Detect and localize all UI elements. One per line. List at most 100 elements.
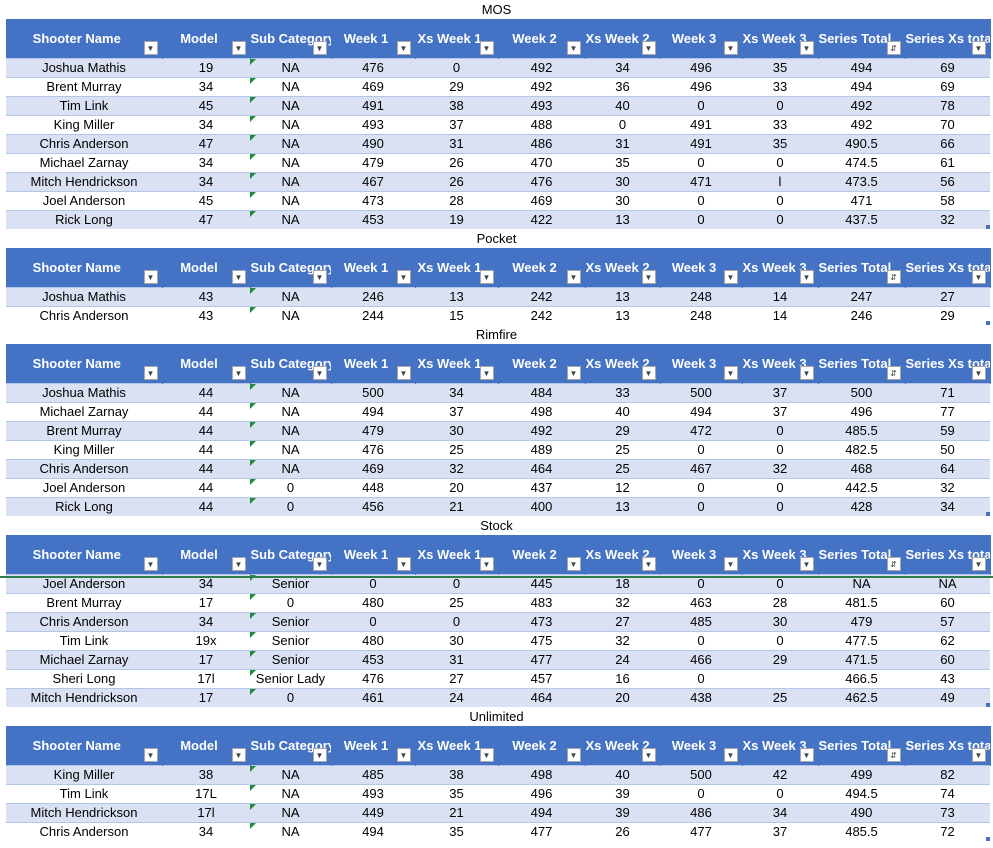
cell-xs-week-1[interactable]: 21 — [415, 803, 498, 823]
cell-series-xs-total[interactable]: 77 — [905, 402, 990, 422]
cell-week-3[interactable]: 500 — [660, 765, 742, 785]
cell-week-1[interactable]: 493 — [331, 784, 415, 804]
filter-dropdown-button[interactable]: ▼ — [566, 41, 581, 55]
cell-week-1[interactable]: 491 — [331, 96, 415, 116]
cell-xs-week-1[interactable]: 0 — [415, 612, 498, 632]
cell-series-xs-total[interactable]: 27 — [905, 287, 990, 307]
column-header-shooter-name[interactable]: Shooter Name ▼ — [6, 248, 163, 288]
filter-dropdown-button[interactable]: ▼ — [723, 557, 738, 571]
column-header-xs-week-3[interactable]: Xs Week 3 ▼ — [742, 344, 819, 384]
cell-model[interactable]: 34 — [162, 574, 250, 594]
cell-week-2[interactable]: 483 — [498, 593, 585, 613]
filter-dropdown-button[interactable]: ▼ — [231, 557, 246, 571]
cell-xs-week-2[interactable]: 13 — [585, 497, 660, 516]
cell-series-total[interactable]: 474.5 — [818, 153, 905, 173]
cell-xs-week-3[interactable] — [742, 669, 818, 689]
cell-model[interactable]: 17l — [162, 669, 250, 689]
cell-shooter-name[interactable]: Brent Murray — [6, 421, 162, 441]
column-header-xs-week-3[interactable]: Xs Week 3 ▼ — [742, 535, 819, 575]
filter-dropdown-button[interactable]: ▼ — [971, 270, 986, 284]
column-header-xs-week-3[interactable]: Xs Week 3 ▼ — [742, 248, 819, 288]
cell-xs-week-3[interactable]: 37 — [742, 383, 818, 403]
cell-xs-week-3[interactable]: 14 — [742, 287, 818, 307]
cell-xs-week-1[interactable]: 21 — [415, 497, 498, 516]
cell-week-3[interactable]: 496 — [660, 58, 742, 78]
column-header-series-xs-total[interactable]: Series Xs total ▼ — [905, 726, 991, 766]
filter-dropdown-button[interactable]: ▼ — [971, 41, 986, 55]
cell-week-1[interactable]: 469 — [331, 459, 415, 479]
cell-xs-week-1[interactable]: 30 — [415, 421, 498, 441]
filter-dropdown-button[interactable]: ▼ — [143, 557, 158, 571]
filter-dropdown-button[interactable]: ▼ — [723, 270, 738, 284]
column-header-sub-category[interactable]: Sub Category ▼ — [250, 344, 332, 384]
cell-xs-week-2[interactable]: 27 — [585, 612, 660, 632]
cell-series-total[interactable]: 247 — [818, 287, 905, 307]
cell-xs-week-2[interactable]: 13 — [585, 306, 660, 325]
cell-xs-week-2[interactable]: 16 — [585, 669, 660, 689]
cell-series-total[interactable]: 462.5 — [818, 688, 905, 707]
column-header-week-3[interactable]: Week 3 ▼ — [660, 19, 743, 59]
table-resize-handle[interactable] — [986, 321, 990, 325]
cell-model[interactable]: 17 — [162, 650, 250, 670]
cell-xs-week-1[interactable]: 0 — [415, 58, 498, 78]
cell-xs-week-3[interactable]: 0 — [742, 574, 818, 594]
cell-xs-week-3[interactable]: 0 — [742, 153, 818, 173]
cell-xs-week-3[interactable]: 29 — [742, 650, 818, 670]
cell-xs-week-3[interactable]: l — [742, 172, 818, 192]
cell-week-3[interactable]: 0 — [660, 440, 742, 460]
cell-model[interactable]: 44 — [162, 402, 250, 422]
cell-week-2[interactable]: 437 — [498, 478, 585, 498]
cell-xs-week-3[interactable]: 33 — [742, 115, 818, 135]
filter-dropdown-button[interactable]: ▼ — [479, 748, 494, 762]
cell-xs-week-2[interactable]: 12 — [585, 478, 660, 498]
cell-series-xs-total[interactable]: 60 — [905, 593, 990, 613]
cell-week-1[interactable]: 479 — [331, 421, 415, 441]
filter-dropdown-button[interactable]: ▼ — [799, 41, 814, 55]
column-header-xs-week-1[interactable]: Xs Week 1 ▼ — [415, 726, 499, 766]
column-header-week-2[interactable]: Week 2 ▼ — [498, 726, 586, 766]
column-header-week-1[interactable]: Week 1 ▼ — [331, 344, 416, 384]
filter-dropdown-button[interactable]: ▼ — [479, 270, 494, 284]
cell-week-2[interactable]: 242 — [498, 306, 585, 325]
cell-xs-week-2[interactable]: 36 — [585, 77, 660, 97]
cell-shooter-name[interactable]: King Miller — [6, 765, 162, 785]
column-header-series-xs-total[interactable]: Series Xs total ▼ — [905, 344, 991, 384]
cell-shooter-name[interactable]: Michael Zarnay — [6, 402, 162, 422]
column-header-xs-week-2[interactable]: Xs Week 2 ▼ — [585, 726, 661, 766]
freeze-pane-line[interactable] — [0, 576, 993, 578]
cell-week-3[interactable]: 466 — [660, 650, 742, 670]
filter-dropdown-button[interactable]: ▼ — [479, 557, 494, 571]
cell-shooter-name[interactable]: Rick Long — [6, 210, 162, 229]
cell-series-total[interactable]: 490 — [818, 803, 905, 823]
cell-series-xs-total[interactable]: 72 — [905, 822, 990, 841]
cell-xs-week-1[interactable]: 37 — [415, 402, 498, 422]
cell-week-3[interactable]: 463 — [660, 593, 742, 613]
cell-model[interactable]: 47 — [162, 134, 250, 154]
filter-dropdown-button[interactable]: ▼ — [143, 41, 158, 55]
cell-series-total[interactable]: 500 — [818, 383, 905, 403]
cell-sub-category[interactable]: NA — [250, 77, 331, 97]
column-header-week-1[interactable]: Week 1 ▼ — [331, 535, 416, 575]
cell-week-3[interactable]: 477 — [660, 822, 742, 841]
cell-shooter-name[interactable]: Chris Anderson — [6, 134, 162, 154]
cell-model[interactable]: 44 — [162, 478, 250, 498]
column-header-series-total[interactable]: Series Total ⇵ — [818, 344, 906, 384]
column-header-series-xs-total[interactable]: Series Xs total ▼ — [905, 19, 991, 59]
cell-week-1[interactable]: 0 — [331, 612, 415, 632]
cell-xs-week-2[interactable]: 34 — [585, 58, 660, 78]
column-header-week-2[interactable]: Week 2 ▼ — [498, 344, 586, 384]
column-header-week-2[interactable]: Week 2 ▼ — [498, 535, 586, 575]
column-header-model[interactable]: Model ▼ — [162, 535, 251, 575]
column-header-week-1[interactable]: Week 1 ▼ — [331, 726, 416, 766]
column-header-series-xs-total[interactable]: Series Xs total ▼ — [905, 248, 991, 288]
filter-dropdown-button[interactable]: ▼ — [566, 557, 581, 571]
cell-week-3[interactable]: 485 — [660, 612, 742, 632]
cell-shooter-name[interactable]: Brent Murray — [6, 77, 162, 97]
cell-sub-category[interactable]: NA — [250, 803, 331, 823]
cell-sub-category[interactable]: NA — [250, 822, 331, 841]
cell-series-total[interactable]: 428 — [818, 497, 905, 516]
filter-dropdown-button[interactable]: ▼ — [641, 270, 656, 284]
cell-xs-week-2[interactable]: 39 — [585, 803, 660, 823]
cell-xs-week-2[interactable]: 32 — [585, 593, 660, 613]
cell-xs-week-3[interactable]: 14 — [742, 306, 818, 325]
